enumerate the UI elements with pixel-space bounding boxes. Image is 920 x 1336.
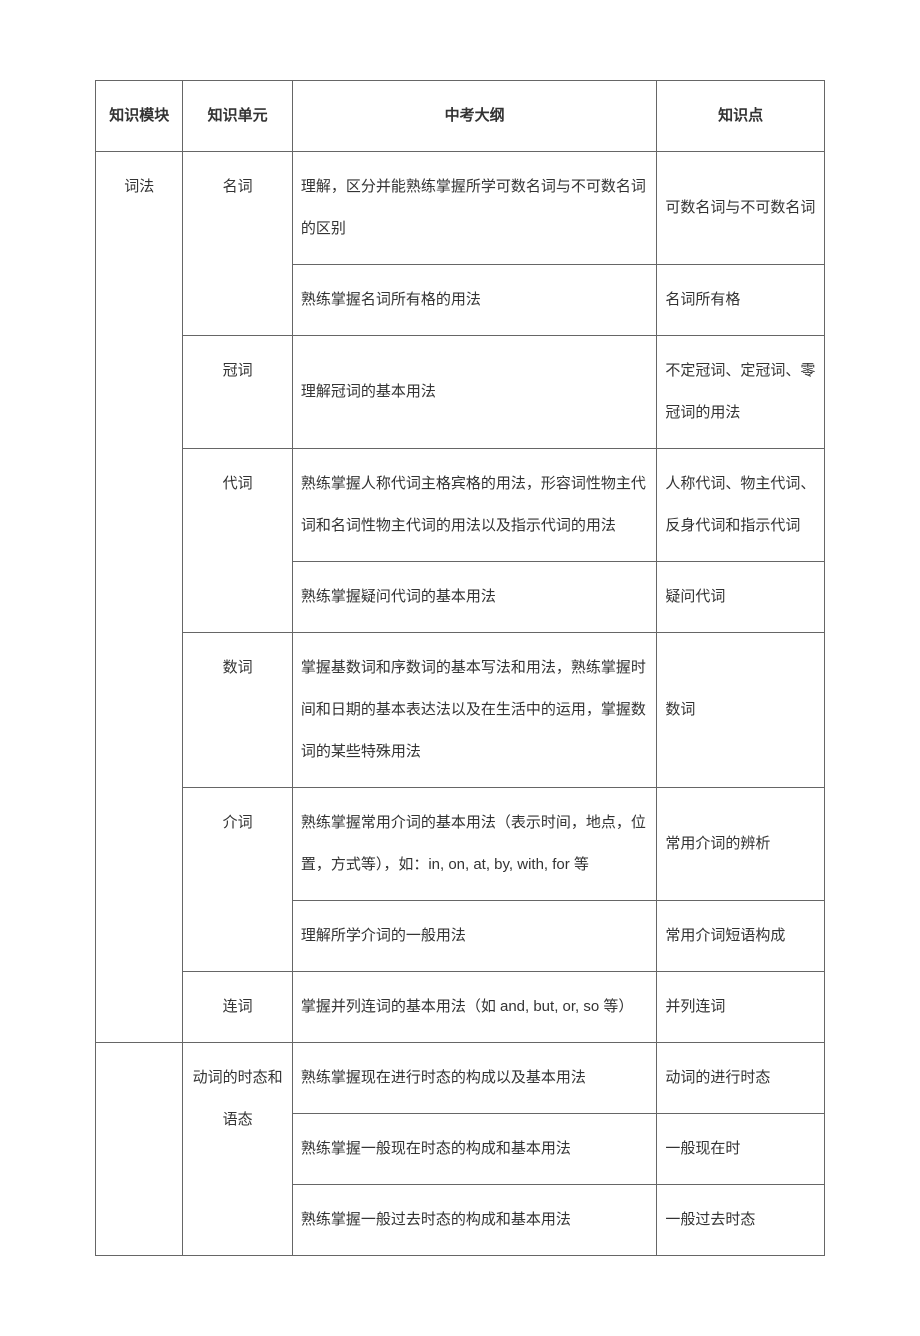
unit-conjunction: 连词 bbox=[183, 972, 292, 1043]
outline-cell: 熟练掌握一般过去时态的构成和基本用法 bbox=[292, 1185, 657, 1256]
outline-cell: 熟练掌握名词所有格的用法 bbox=[292, 265, 657, 336]
unit-noun: 名词 bbox=[183, 152, 292, 336]
table-row: 动词的时态和语态 熟练掌握现在进行时态的构成以及基本用法 动词的进行时态 bbox=[96, 1043, 825, 1114]
outline-cell: 掌握基数词和序数词的基本写法和用法，熟练掌握时间和日期的基本表达法以及在生活中的… bbox=[292, 633, 657, 788]
point-cell: 动词的进行时态 bbox=[657, 1043, 825, 1114]
table-row: 连词 掌握并列连词的基本用法（如 and, but, or, so 等） 并列连… bbox=[96, 972, 825, 1043]
outline-cell: 熟练掌握现在进行时态的构成以及基本用法 bbox=[292, 1043, 657, 1114]
unit-article: 冠词 bbox=[183, 336, 292, 449]
table-row: 介词 熟练掌握常用介词的基本用法（表示时间，地点，位置，方式等），如：in, o… bbox=[96, 788, 825, 901]
outline-cell: 熟练掌握疑问代词的基本用法 bbox=[292, 562, 657, 633]
table-row: 词法 名词 理解，区分并能熟练掌握所学可数名词与不可数名词的区别 可数名词与不可… bbox=[96, 152, 825, 265]
point-cell: 不定冠词、定冠词、零冠词的用法 bbox=[657, 336, 825, 449]
point-cell: 并列连词 bbox=[657, 972, 825, 1043]
module-cell: 词法 bbox=[96, 152, 183, 1043]
point-cell: 可数名词与不可数名词 bbox=[657, 152, 825, 265]
syllabus-table: 知识模块 知识单元 中考大纲 知识点 词法 名词 理解，区分并能熟练掌握所学可数… bbox=[95, 80, 825, 1256]
outline-cell: 理解所学介词的一般用法 bbox=[292, 901, 657, 972]
point-cell: 数词 bbox=[657, 633, 825, 788]
outline-cell: 理解冠词的基本用法 bbox=[292, 336, 657, 449]
module-cell-empty bbox=[96, 1043, 183, 1256]
point-cell: 一般现在时 bbox=[657, 1114, 825, 1185]
point-cell: 疑问代词 bbox=[657, 562, 825, 633]
table-row: 数词 掌握基数词和序数词的基本写法和用法，熟练掌握时间和日期的基本表达法以及在生… bbox=[96, 633, 825, 788]
header-unit: 知识单元 bbox=[183, 81, 292, 152]
table-row: 代词 熟练掌握人称代词主格宾格的用法，形容词性物主代词和名词性物主代词的用法以及… bbox=[96, 449, 825, 562]
unit-preposition: 介词 bbox=[183, 788, 292, 972]
header-point: 知识点 bbox=[657, 81, 825, 152]
unit-numeral: 数词 bbox=[183, 633, 292, 788]
header-outline: 中考大纲 bbox=[292, 81, 657, 152]
table-header-row: 知识模块 知识单元 中考大纲 知识点 bbox=[96, 81, 825, 152]
outline-cell: 掌握并列连词的基本用法（如 and, but, or, so 等） bbox=[292, 972, 657, 1043]
outline-cell: 熟练掌握一般现在时态的构成和基本用法 bbox=[292, 1114, 657, 1185]
point-cell: 常用介词的辨析 bbox=[657, 788, 825, 901]
outline-cell: 理解，区分并能熟练掌握所学可数名词与不可数名词的区别 bbox=[292, 152, 657, 265]
point-cell: 人称代词、物主代词、反身代词和指示代词 bbox=[657, 449, 825, 562]
point-cell: 常用介词短语构成 bbox=[657, 901, 825, 972]
unit-verb-tense: 动词的时态和语态 bbox=[183, 1043, 292, 1256]
outline-cell: 熟练掌握常用介词的基本用法（表示时间，地点，位置，方式等），如：in, on, … bbox=[292, 788, 657, 901]
outline-cell: 熟练掌握人称代词主格宾格的用法，形容词性物主代词和名词性物主代词的用法以及指示代… bbox=[292, 449, 657, 562]
header-module: 知识模块 bbox=[96, 81, 183, 152]
table-row: 冠词 理解冠词的基本用法 不定冠词、定冠词、零冠词的用法 bbox=[96, 336, 825, 449]
unit-pronoun: 代词 bbox=[183, 449, 292, 633]
point-cell: 名词所有格 bbox=[657, 265, 825, 336]
point-cell: 一般过去时态 bbox=[657, 1185, 825, 1256]
